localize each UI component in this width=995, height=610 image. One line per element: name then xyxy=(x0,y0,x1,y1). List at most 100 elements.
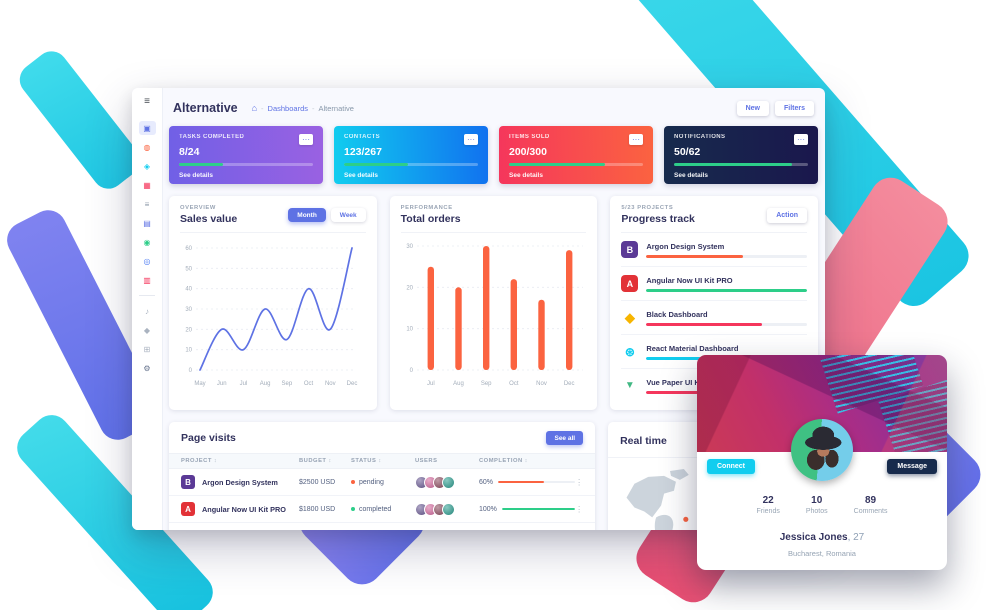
sidebar: ≡ ▣ ◍ ◈ ▦ ≡ ▤ ◉ ◎ ▥ ♪ ◆ ⊞ ⚙ xyxy=(132,88,163,530)
see-all-button[interactable]: See all xyxy=(546,431,584,445)
sidebar-item-1[interactable]: ▣ xyxy=(138,121,156,135)
svg-text:Oct: Oct xyxy=(304,381,314,387)
sidebar-item-9[interactable]: ▥ xyxy=(139,273,156,287)
profile-stat-value: 22 xyxy=(762,495,774,506)
stat-card-value: 123/267 xyxy=(344,146,382,158)
stat-progress-track xyxy=(344,163,478,166)
see-details-link[interactable]: See details xyxy=(674,172,708,179)
chart-bars-icon: ≡ xyxy=(144,199,150,209)
svg-text:Sep: Sep xyxy=(282,381,293,387)
svg-text:Dec: Dec xyxy=(347,381,358,387)
progress-track-item[interactable]: A Angular Now UI Kit PRO xyxy=(621,267,808,301)
message-button[interactable]: Message xyxy=(887,459,937,474)
sidebar-item-6[interactable]: ▤ xyxy=(139,216,156,230)
sidebar-item-8[interactable]: ◎ xyxy=(139,254,156,268)
sidebar-item-11[interactable]: ◆ xyxy=(139,323,156,337)
page-visits-card: Page visits See all PROJECT ↕ BUDGET ↕ STATU… xyxy=(169,422,596,530)
sidebar-item-13[interactable]: ⚙ xyxy=(139,361,156,375)
profile-name: Jessica Jones, 27 xyxy=(779,532,865,543)
stat-card-label: NOTIFICATIONS xyxy=(674,134,726,140)
table-row[interactable]: A Angular Now UI Kit PRO $1800 USD complete… xyxy=(169,496,596,523)
row-menu-button[interactable]: ⋮ xyxy=(575,477,584,487)
collection-icon: ▤ xyxy=(143,218,151,228)
card-options-button[interactable]: ··· xyxy=(794,134,808,145)
credit-card-icon: ▥ xyxy=(143,275,151,285)
status-cell: pending xyxy=(351,479,415,486)
status-dot xyxy=(351,506,355,511)
realtime-title: Real time xyxy=(620,435,667,447)
menu-toggle-icon[interactable]: ≡ xyxy=(144,96,150,107)
filters-button[interactable]: Filters xyxy=(774,100,814,116)
project-name: Argon Design System xyxy=(202,477,278,487)
sales-line-chart: 0 10 20 30 40 50 60 May Jun Jul Aug Sep Oct Nov Dec xyxy=(185,246,358,387)
svg-text:0: 0 xyxy=(409,368,413,374)
month-tab[interactable]: Month xyxy=(288,208,326,222)
column-header-status[interactable]: STATUS ↕ xyxy=(351,458,382,464)
completion-value: 60% xyxy=(479,478,494,486)
row-menu-button[interactable]: ⋮ xyxy=(575,504,584,514)
angular-icon: A xyxy=(621,275,639,292)
sidebar-item-7[interactable]: ◉ xyxy=(139,235,156,249)
user-avatar[interactable] xyxy=(442,502,455,516)
new-button[interactable]: New xyxy=(736,100,769,116)
orders-bar-chart: 0 10 20 30 Jul Aug Sep Oct Nov Dec xyxy=(406,244,583,387)
home-icon[interactable]: ⌂ xyxy=(251,103,258,113)
card-options-button[interactable]: ··· xyxy=(464,134,478,145)
user-avatar[interactable] xyxy=(442,475,455,489)
see-details-link[interactable]: See details xyxy=(179,172,213,179)
sidebar-item-3[interactable]: ◈ xyxy=(139,159,156,173)
decorative-ribbon-cyan-top-left xyxy=(13,44,147,196)
status-cell: completed xyxy=(351,506,415,513)
page-title: Alternative xyxy=(173,101,238,115)
svg-text:Jun: Jun xyxy=(217,381,227,387)
progress-track-item[interactable]: ◆ Black Dashboard xyxy=(621,301,808,335)
svg-text:Nov: Nov xyxy=(325,381,336,387)
note-icon: ♪ xyxy=(145,306,149,316)
connect-button[interactable]: Connect xyxy=(707,459,755,474)
orders-title: Total orders xyxy=(400,213,461,225)
table-row[interactable]: B Argon Design System $2500 USD pending 60% ⋮ xyxy=(169,469,596,496)
basket-icon: ▦ xyxy=(143,180,151,190)
sidebar-item-10[interactable]: ♪ xyxy=(139,304,156,318)
action-button[interactable]: Action xyxy=(767,208,808,223)
week-tab[interactable]: Week xyxy=(330,208,366,222)
stat-card-label: ITEMS SOLD xyxy=(509,134,550,140)
see-details-link[interactable]: See details xyxy=(344,172,378,179)
react-icon: ⊛ xyxy=(624,344,635,359)
profile-stat-value: 10 xyxy=(811,495,823,506)
stat-progress-fill xyxy=(179,163,224,166)
budget-cell: $1800 USD xyxy=(299,505,336,513)
completion-fill xyxy=(501,507,575,511)
stat-card-1: TASKS COMPLETED ··· 8/24 See details xyxy=(169,126,323,184)
tv-dashboard-icon: ▣ xyxy=(143,123,151,133)
table-header-row: PROJECT ↕ BUDGET ↕ STATUS ↕ USERS COMPLETION ↕ xyxy=(169,453,596,469)
world-icon: ◎ xyxy=(143,256,151,266)
sales-value-card: OVERVIEW Sales value Month Week 0 10 20 30 4… xyxy=(169,196,377,410)
stat-progress-fill xyxy=(674,163,792,166)
breadcrumb-dashboards[interactable]: Dashboards xyxy=(267,103,308,113)
table-body: B Argon Design System $2500 USD pending 60% ⋮… xyxy=(169,469,596,523)
pin-icon: ◈ xyxy=(143,161,151,171)
svg-text:40: 40 xyxy=(185,287,192,293)
project-name: Angular Now UI Kit PRO xyxy=(646,275,733,285)
card-options-button[interactable]: ··· xyxy=(629,134,643,145)
status-dot xyxy=(351,479,355,484)
sidebar-item-4[interactable]: ▦ xyxy=(139,178,156,192)
sketch-icon: ◆ xyxy=(624,309,635,325)
project-name: Argon Design System xyxy=(646,241,725,251)
sidebar-item-5[interactable]: ≡ xyxy=(139,197,156,211)
column-header-project[interactable]: PROJECT ↕ xyxy=(181,458,218,464)
column-header-budget[interactable]: BUDGET ↕ xyxy=(299,458,332,464)
sidebar-item-2[interactable]: ◍ xyxy=(139,140,156,154)
stat-card-3: ITEMS SOLD ··· 200/300 See details xyxy=(499,126,653,184)
card-options-button[interactable]: ··· xyxy=(299,134,313,145)
sidebar-item-12[interactable]: ⊞ xyxy=(139,342,156,356)
progress-title: Progress track xyxy=(621,213,695,225)
progress-track-item[interactable]: B Argon Design System xyxy=(621,233,808,267)
profile-avatar[interactable] xyxy=(791,419,853,481)
profile-stat-label: Friends xyxy=(756,508,780,515)
completion-track xyxy=(501,507,575,511)
see-details-link[interactable]: See details xyxy=(509,172,543,179)
column-header-completion[interactable]: COMPLETION ↕ xyxy=(479,458,528,464)
